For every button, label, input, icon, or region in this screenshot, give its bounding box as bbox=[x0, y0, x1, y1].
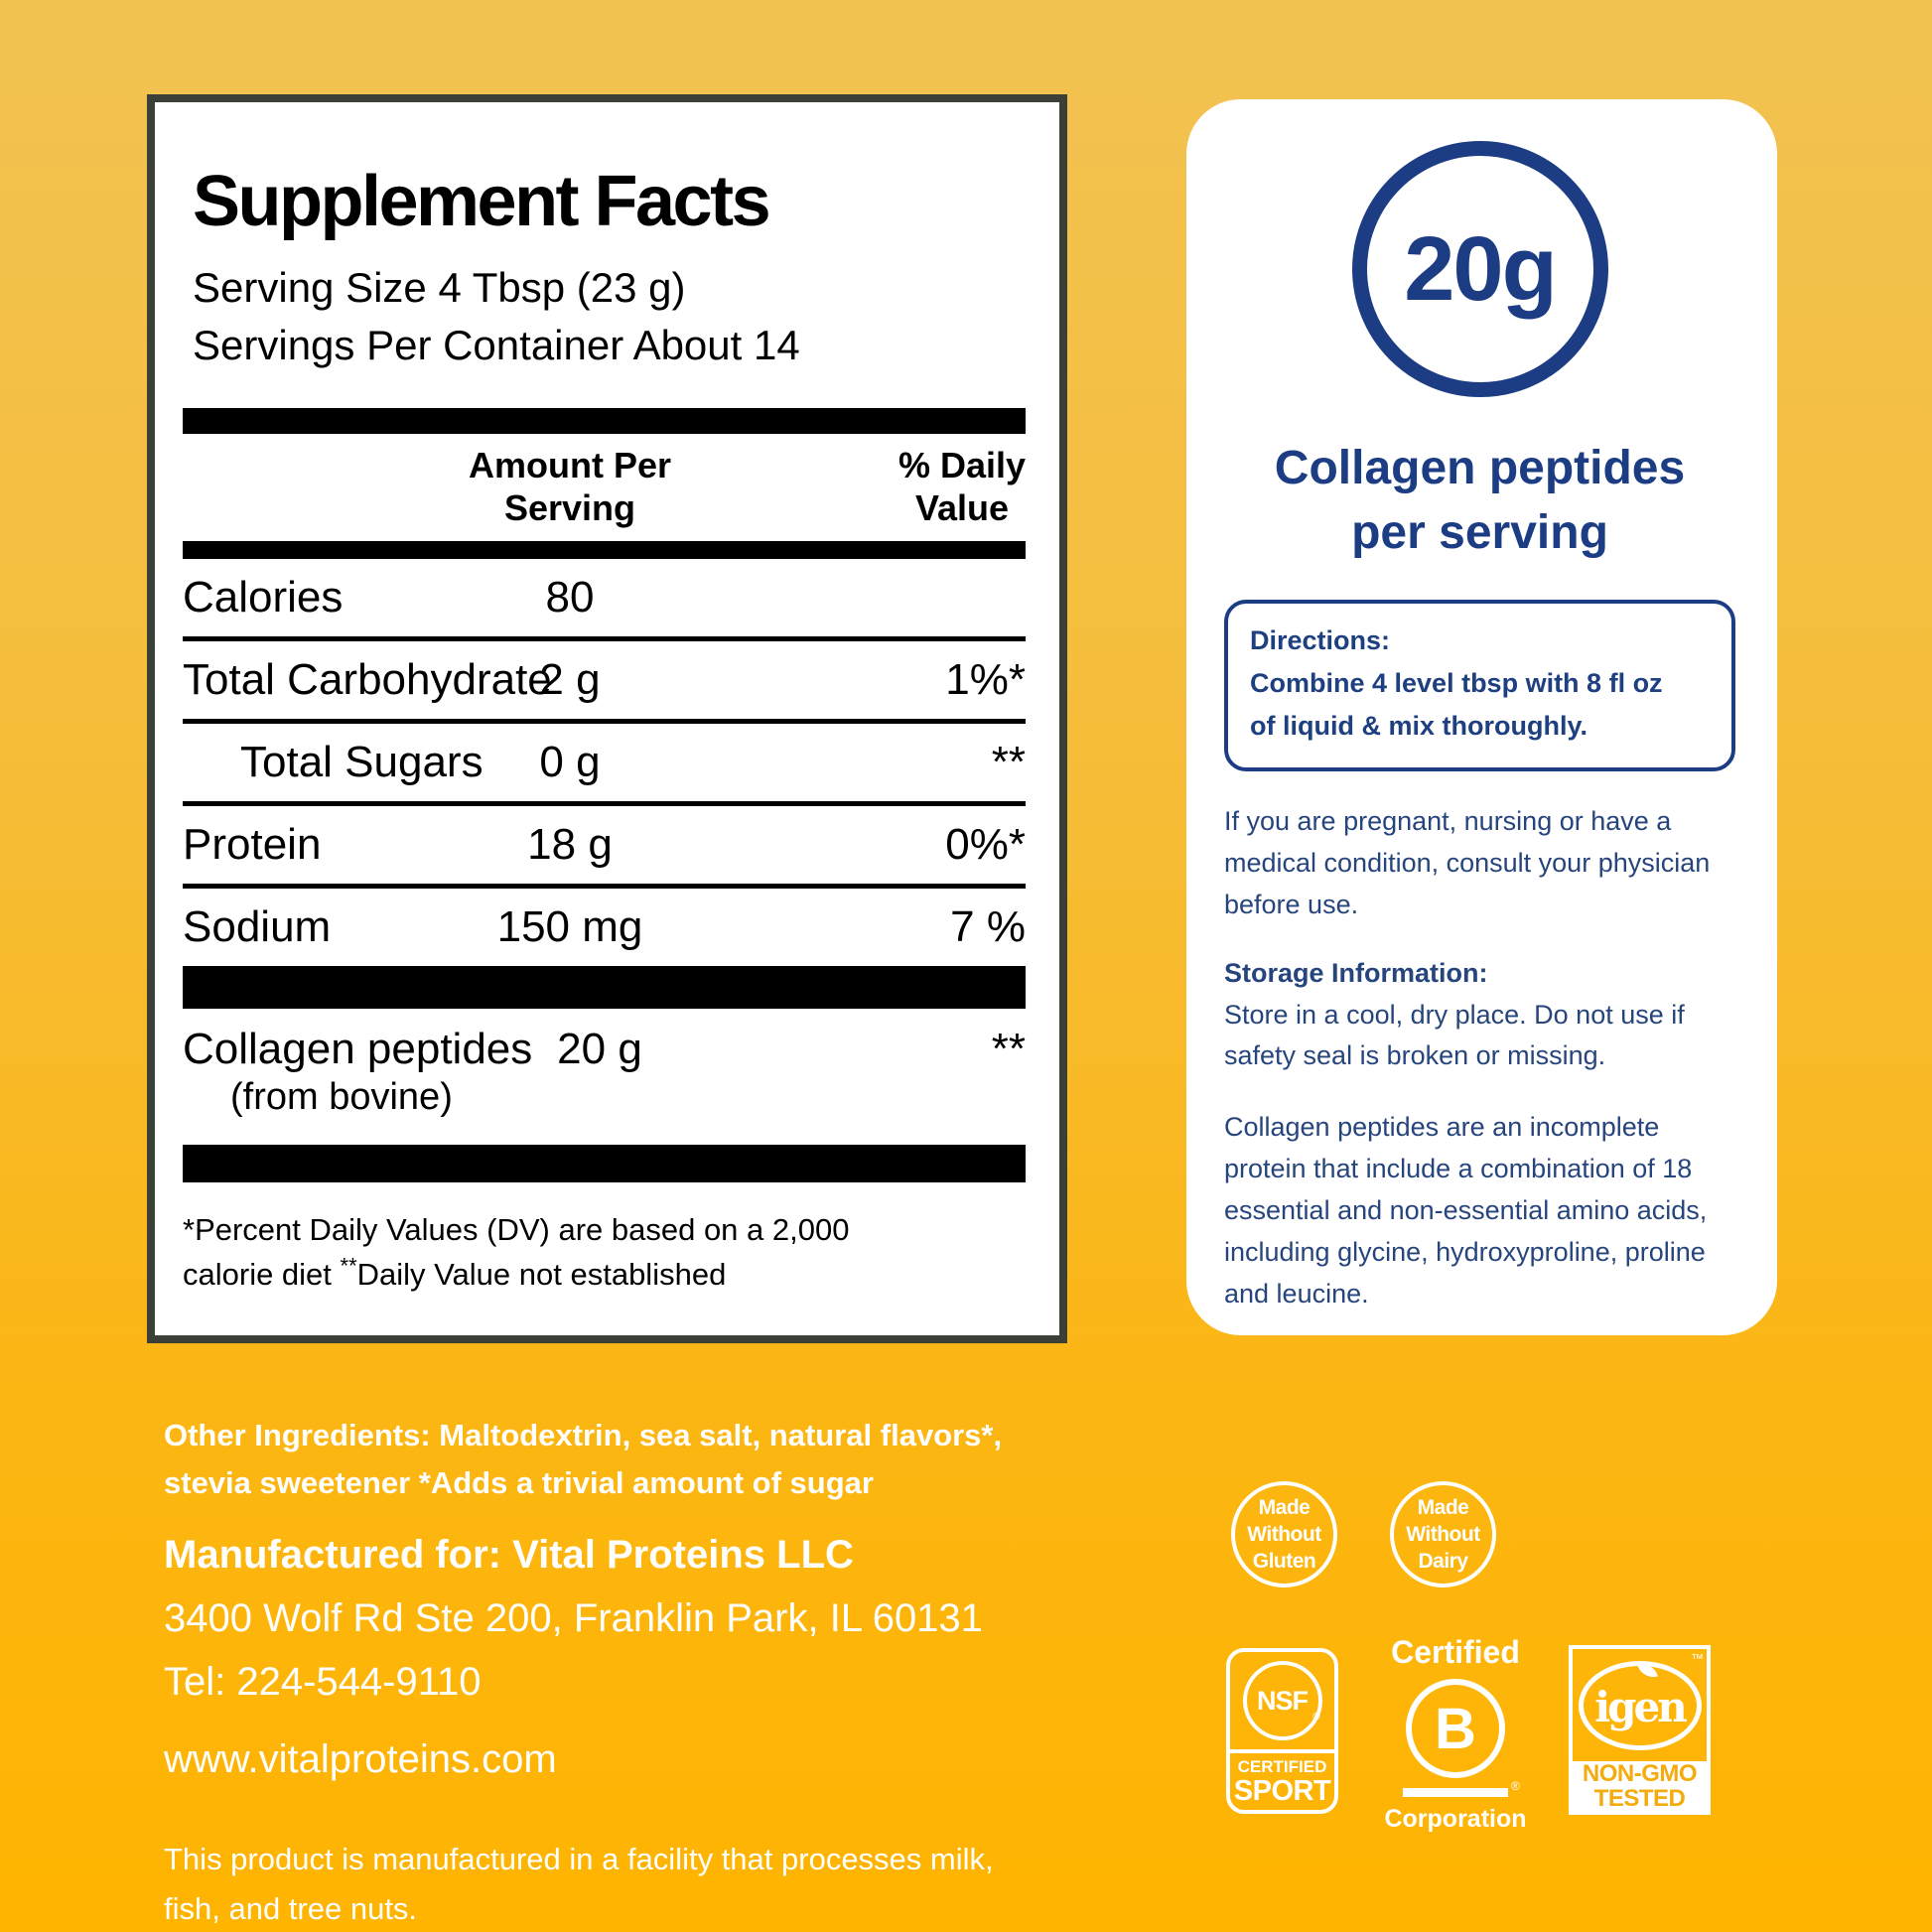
row-amount: 20 g bbox=[557, 1025, 642, 1074]
collagen-amount: 20g bbox=[1404, 217, 1558, 320]
row-dv: 0%* bbox=[945, 820, 1026, 870]
registered-mark: ® bbox=[1511, 1779, 1520, 1793]
nsf-divider bbox=[1230, 1749, 1334, 1753]
row-label: Protein bbox=[183, 820, 322, 870]
row-amount: 150 mg bbox=[496, 902, 643, 952]
row-amount: 0 g bbox=[539, 738, 601, 787]
manufactured-for-line: Manufactured for: Vital Proteins LLC bbox=[164, 1533, 854, 1578]
directions-line-2: of liquid & mix thoroughly. bbox=[1250, 710, 1587, 741]
row-label: Collagen peptides bbox=[183, 1025, 533, 1074]
storage-information-text: Store in a cool, dry place. Do not use i… bbox=[1224, 999, 1685, 1071]
row-label: Calories bbox=[183, 573, 344, 622]
directions-line-1: Combine 4 level tbsp with 8 fl oz bbox=[1250, 667, 1663, 698]
table-row-total-carbohydrate: Total Carbohydrate 2 g 1%* bbox=[183, 641, 1026, 725]
address-line: 3400 Wolf Rd Ste 200, Franklin Park, IL … bbox=[164, 1596, 983, 1641]
row-amount: 2 g bbox=[539, 655, 601, 705]
row-dv: 1%* bbox=[945, 655, 1026, 705]
servings-per-container-line: Servings Per Container About 14 bbox=[193, 321, 800, 368]
collagen-source-note: (from bovine) bbox=[230, 1076, 453, 1119]
daily-value-footnote: *Percent Daily Values (DV) are based on … bbox=[183, 1208, 1026, 1298]
serving-size-line: Serving Size 4 Tbsp (23 g) bbox=[193, 264, 686, 311]
website-line: www.vitalproteins.com bbox=[164, 1737, 557, 1782]
telephone-line: Tel: 224-544-9110 bbox=[164, 1660, 482, 1705]
row-label: Sodium bbox=[183, 902, 332, 952]
collagen-info-panel: 20g Collagen peptides per serving Direct… bbox=[1186, 99, 1777, 1335]
separator-bar-thick bbox=[183, 1145, 1026, 1183]
row-dv: 7 % bbox=[950, 902, 1026, 952]
collagen-per-serving-heading: Collagen peptides per serving bbox=[1274, 442, 1686, 559]
supplement-facts-panel: Supplement Facts Serving Size 4 Tbsp (23… bbox=[147, 94, 1067, 1343]
igen-non-gmo-badge: ™ igen NON-GMO TESTED bbox=[1569, 1645, 1711, 1815]
separator-bar-medium bbox=[183, 541, 1026, 560]
separator-bar-thick bbox=[183, 407, 1026, 434]
supplement-facts-title: Supplement Facts bbox=[193, 162, 771, 241]
leaf-icon bbox=[1636, 1660, 1658, 1681]
non-gmo-tested-label: NON-GMO TESTED bbox=[1573, 1761, 1707, 1811]
daily-value-header: % Daily Value bbox=[897, 444, 1026, 529]
amount-per-serving-header: Amount Per Serving bbox=[469, 444, 672, 529]
pregnancy-warning: If you are pregnant, nursing or have a m… bbox=[1224, 806, 1711, 919]
facility-disclaimer-line-2: fish, and tree nuts. bbox=[164, 1890, 418, 1926]
row-amount: 80 bbox=[545, 573, 595, 622]
facility-disclaimer-line-1: This product is manufactured in a facili… bbox=[164, 1842, 994, 1877]
certified-b-corporation-badge: Certified B ® Corporation bbox=[1384, 1634, 1527, 1833]
directions-box: Directions: Combine 4 level tbsp with 8 … bbox=[1224, 599, 1735, 772]
b-corp-underline bbox=[1403, 1788, 1508, 1797]
row-label: Total Carbohydrate bbox=[183, 655, 552, 705]
table-row-calories: Calories 80 bbox=[183, 559, 1026, 642]
collagen-amount-circle: 20g bbox=[1351, 141, 1608, 397]
registered-mark: ® bbox=[1312, 1712, 1320, 1723]
other-ingredients-line-1: Other Ingredients: Maltodextrin, sea sal… bbox=[164, 1418, 1003, 1452]
trademark-mark: ™ bbox=[1691, 1651, 1704, 1666]
row-label: Total Sugars bbox=[240, 738, 483, 787]
nutrition-header-row: Amount Per Serving % Daily Value bbox=[183, 434, 1026, 541]
b-corp-circle-icon: B bbox=[1406, 1679, 1505, 1778]
table-row-sodium: Sodium 150 mg 7 % bbox=[183, 889, 1026, 972]
nsf-certified-sport-badge: NSF ® CERTIFIED SPORT bbox=[1226, 1648, 1338, 1814]
other-ingredients-line-2: stevia sweetener *Adds a trivial amount … bbox=[164, 1465, 874, 1501]
nsf-circle-icon: NSF ® bbox=[1242, 1661, 1322, 1740]
row-dv: ** bbox=[991, 1025, 1026, 1074]
manufacturer-info: Other Ingredients: Maltodextrin, sea sal… bbox=[164, 1412, 1037, 1932]
table-row-protein: Protein 18 g 0%* bbox=[183, 806, 1026, 890]
storage-information-label: Storage Information: bbox=[1224, 957, 1488, 988]
igen-ellipse-icon: igen bbox=[1578, 1660, 1702, 1750]
table-row-collagen-peptides: Collagen peptides 20 g ** (from bovine) bbox=[183, 1009, 1026, 1145]
footnote-line-2: calorie diet **Daily Value not establish… bbox=[183, 1253, 727, 1293]
row-amount: 18 g bbox=[527, 820, 613, 870]
footnote-line-1: *Percent Daily Values (DV) are based on … bbox=[183, 1212, 850, 1248]
collagen-description: Collagen peptides are an incomplete prot… bbox=[1224, 1112, 1708, 1309]
table-row-total-sugars: Total Sugars 0 g ** bbox=[183, 724, 1026, 807]
separator-bar-thick bbox=[183, 971, 1026, 1010]
made-without-gluten-badge: Made Without Gluten bbox=[1231, 1481, 1337, 1587]
row-dv: ** bbox=[991, 738, 1026, 787]
made-without-dairy-badge: Made Without Dairy bbox=[1390, 1481, 1496, 1587]
directions-label: Directions: bbox=[1250, 624, 1391, 655]
